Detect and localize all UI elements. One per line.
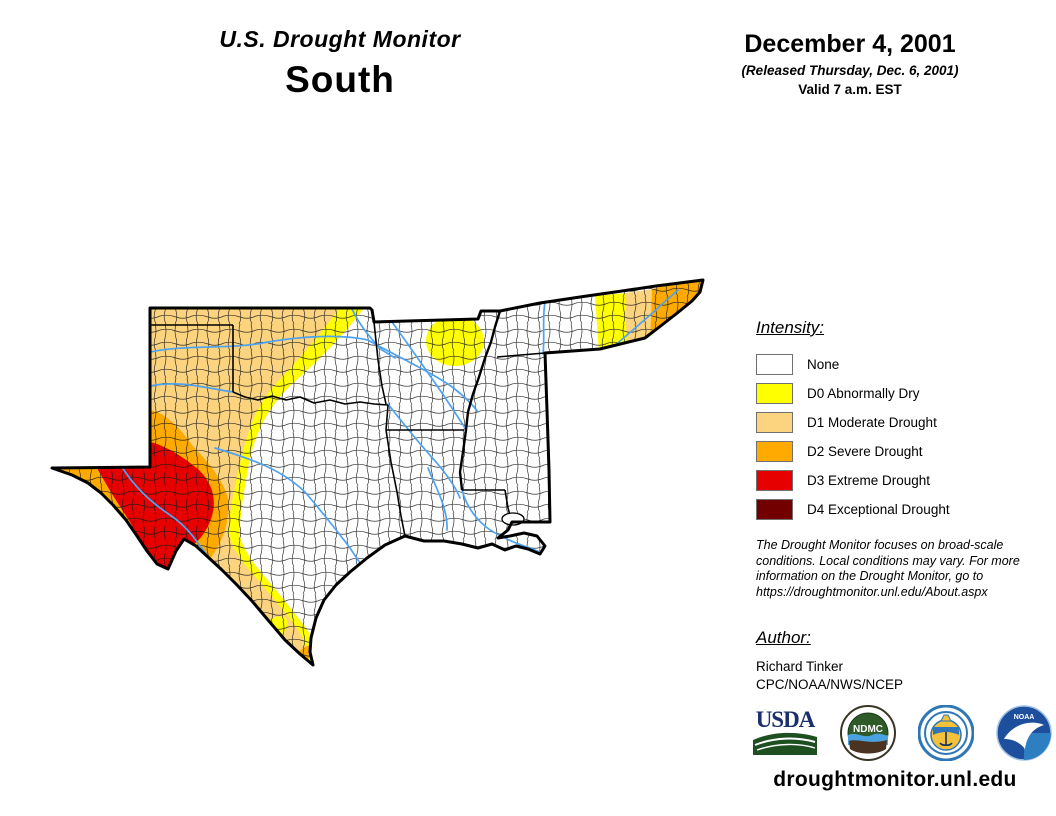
legend-label: None [807, 357, 840, 372]
page-title: U.S. Drought Monitor [219, 26, 461, 52]
region-outline [50, 278, 705, 667]
ndmc-seal-icon: NDMC [840, 704, 896, 761]
legend-row-d1: D1 Moderate Drought [756, 408, 1056, 437]
agency-logos: USDA NDMC [752, 704, 1052, 766]
swatch-d3 [756, 470, 793, 491]
ok-ar-border [373, 321, 387, 405]
author-block: Author: Richard Tinker CPC/NOAA/NWS/NCEP [756, 628, 1056, 694]
rivers [121, 289, 679, 567]
red-river-forks [149, 383, 234, 393]
pecos-river [121, 466, 209, 557]
swatch-d4 [756, 499, 793, 520]
usda-field-icon [753, 732, 817, 755]
date-block: December 4, 2001 (Released Thursday, Dec… [690, 30, 1010, 97]
mississippi-river-lower [461, 489, 543, 554]
legend-row-none: None [756, 350, 1056, 379]
white-river [391, 321, 466, 429]
red-river-lower [387, 403, 461, 499]
swatch-d0 [756, 383, 793, 404]
canadian-arkansas-river [149, 335, 479, 413]
site-url: droughtmonitor.unl.edu [773, 768, 1017, 791]
svg-text:NDMC: NDMC [853, 724, 883, 735]
tx-ok-border [150, 324, 389, 406]
legend-label: D1 Moderate Drought [807, 415, 937, 430]
author-name: Richard Tinker [756, 659, 844, 674]
legend-label: D3 Extreme Drought [807, 473, 931, 488]
author-organization: CPC/NOAA/NWS/NCEP [756, 677, 904, 693]
swatch-d1 [756, 412, 793, 433]
arkansas-river-upper [351, 308, 396, 359]
commerce-seal-icon [917, 704, 975, 761]
noaa-seal-icon: NOAA [996, 704, 1052, 761]
title-block: U.S. Drought Monitor South [150, 26, 530, 101]
legend-row-d2: D2 Severe Drought [756, 437, 1056, 466]
trinity-river [427, 467, 448, 531]
map-date: December 4, 2001 [744, 30, 956, 58]
legend-label: D4 Exceptional Drought [807, 502, 950, 517]
legend-row-d4: D4 Exceptional Drought [756, 495, 1056, 524]
tennessee-river-west [542, 301, 546, 355]
release-date: (Released Thursday, Dec. 6, 2001) [741, 63, 959, 78]
usda-logo-text: USDA [755, 707, 816, 733]
region-title: South [285, 59, 395, 100]
legend-row-d0: D0 Abnormally Dry [756, 379, 1056, 408]
swatch-d2 [756, 441, 793, 462]
tx-ar-la-borders [385, 404, 464, 537]
ndmc-logo: NDMC [840, 704, 896, 766]
noaa-logo: NOAA [996, 704, 1052, 766]
commerce-logo [917, 704, 975, 766]
legend-heading: Intensity: [756, 318, 825, 337]
colorado-river-tx [214, 447, 363, 567]
legend-label: D2 Severe Drought [807, 444, 923, 459]
author-heading: Author: [756, 628, 811, 647]
legend-row-d3: D3 Extreme Drought [756, 466, 1056, 495]
mississippi-river-border [458, 310, 502, 491]
intensity-legend: Intensity: None D0 Abnormally Dry D1 Mod… [756, 318, 1056, 524]
swatch-none [756, 354, 793, 375]
tn-ms-border [496, 352, 546, 358]
state-borders [150, 310, 546, 537]
svg-text:NOAA: NOAA [1014, 714, 1035, 721]
legend-label: D0 Abnormally Dry [807, 386, 920, 401]
disclaimer-text: The Drought Monitor focuses on broad-sca… [756, 538, 1020, 599]
valid-time: Valid 7 a.m. EST [798, 82, 902, 97]
usda-logo: USDA [752, 707, 818, 760]
